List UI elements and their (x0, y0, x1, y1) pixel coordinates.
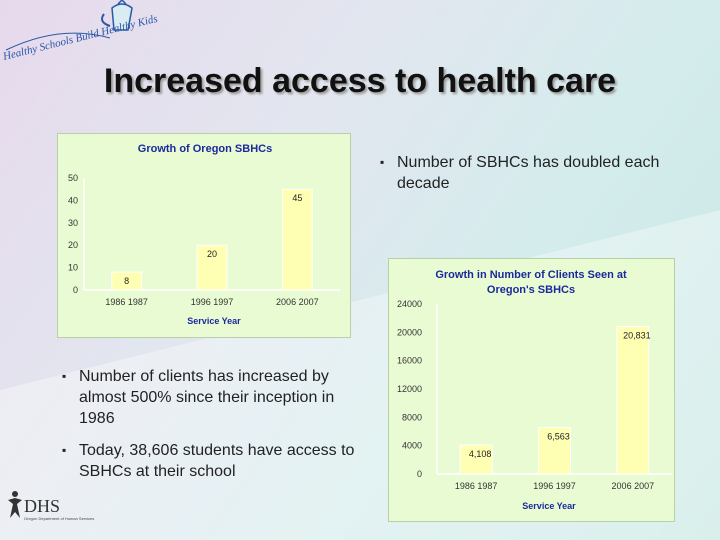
y-tick-label: 40 (68, 195, 78, 205)
x-tick-label: 1986 1987 (105, 297, 148, 307)
y-tick-label: 20000 (397, 327, 422, 337)
y-tick-label: 12000 (397, 384, 422, 394)
chart-title: Growth of Oregon SBHCs (138, 143, 272, 155)
y-tick-label: 16000 (397, 356, 422, 366)
bullet-text: Number of SBHCs has doubled each decade (397, 154, 660, 192)
logo-text: Healthy Schools Build Healthy Kids (1, 13, 159, 63)
bullet-marker: ▪ (62, 443, 67, 457)
x-axis-label: Service Year (187, 316, 241, 326)
y-tick-label: 10 (68, 263, 78, 273)
bar-2 (616, 325, 650, 475)
dhs-logo-subtext: Oregon Department of Human Services (24, 516, 94, 521)
x-tick-label: 1996 1997 (191, 297, 234, 307)
healthy-kids-logo: Healthy Schools Build Healthy Kids (0, 0, 160, 72)
y-tick-label: 50 (68, 173, 78, 183)
bar-data-label: 8 (124, 276, 129, 286)
bar-data-label: 20,831 (623, 330, 651, 340)
y-tick-label: 24000 (397, 299, 422, 309)
clients-growth-chart: Growth in Number of Clients Seen at Orego… (397, 269, 672, 511)
bullet-clients-increased: ▪ Number of clients has increased by alm… (62, 366, 362, 429)
bar-data-label: 6,563 (547, 432, 570, 442)
y-tick-label: 8000 (402, 412, 422, 422)
bar-2 (281, 188, 313, 291)
bar-0 (111, 271, 143, 291)
sbhc-growth-chart: Growth of Oregon SBHCs 0 10 20 30 40 50 8 1986 1… (68, 143, 340, 326)
bullet-marker: ▪ (380, 155, 385, 169)
y-tick-label: 4000 (402, 441, 422, 451)
y-tick-label: 0 (417, 469, 422, 479)
bullet-text: Number of clients has increased by almos… (79, 368, 335, 427)
sbhc-growth-chart-panel: Growth of Oregon SBHCs 0 10 20 30 40 50 8 1986 1… (57, 133, 351, 338)
dhs-logo-text: DHS (24, 496, 60, 516)
bar-1 (196, 244, 228, 291)
bar-data-label: 4,108 (469, 449, 492, 459)
dhs-logo: DHS Oregon Department of Human Services (6, 488, 96, 528)
y-tick-label: 0 (73, 285, 78, 295)
chart-title-line: Growth in Number of Clients Seen at (435, 269, 627, 281)
bar-0 (459, 444, 493, 475)
chart-title-line: Oregon's SBHCs (487, 284, 575, 296)
x-tick-label: 2006 2007 (612, 481, 655, 491)
y-tick-label: 30 (68, 218, 78, 228)
bar-1 (538, 427, 571, 475)
bullet-marker: ▪ (62, 369, 67, 383)
x-tick-label: 1986 1987 (455, 481, 498, 491)
bar-data-label: 45 (292, 193, 302, 203)
x-tick-label: 1996 1997 (533, 481, 576, 491)
bar-data-label: 20 (207, 249, 217, 259)
x-axis-label: Service Year (522, 501, 576, 511)
y-tick-label: 20 (68, 240, 78, 250)
bullet-sbhc-doubled: ▪ Number of SBHCs has doubled each decad… (380, 152, 680, 194)
x-tick-label: 2006 2007 (276, 297, 319, 307)
bullet-students-access: ▪ Today, 38,606 students have access to … (62, 440, 372, 482)
bullet-text: Today, 38,606 students have access to SB… (79, 442, 355, 480)
clients-growth-chart-panel: Growth in Number of Clients Seen at Orego… (388, 258, 675, 522)
slide-title: Increased access to health care (103, 62, 617, 100)
